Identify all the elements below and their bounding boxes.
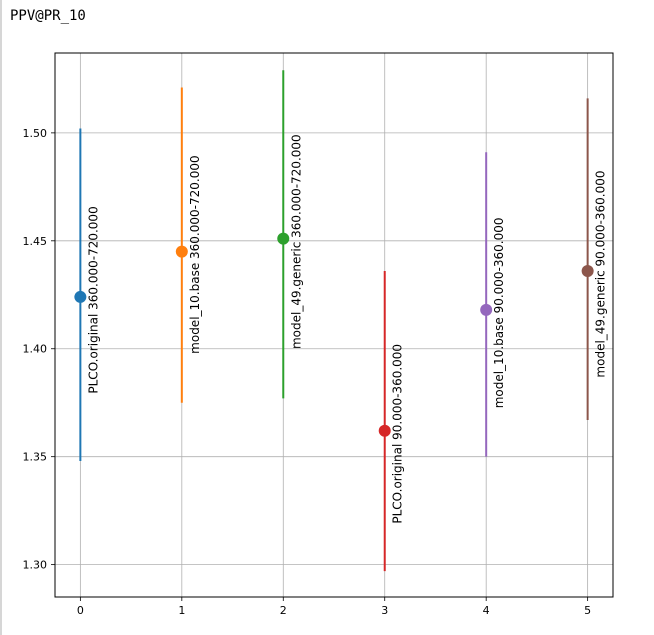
data-point-group: PLCO.original 360.000-720.000: [74, 128, 100, 461]
data-point-label: PLCO.original 360.000-720.000: [86, 206, 100, 393]
data-point-marker: [378, 424, 391, 437]
x-tick-label: 0: [77, 604, 84, 617]
y-tick-label: 1.30: [23, 559, 48, 572]
plot-frame: [54, 52, 614, 598]
data-point-label: model_10.base 90.000-360.000: [492, 217, 506, 408]
y-tick-label: 1.40: [23, 343, 48, 356]
data-point-marker: [581, 265, 594, 278]
data-point-label: PLCO.original 90.000-360.000: [391, 344, 405, 524]
data-point-group: model_49.generic 90.000-360.000: [581, 98, 608, 420]
output-title: PPV@PR_10: [10, 8, 86, 24]
data-point-group: model_10.base 90.000-360.000: [480, 152, 506, 457]
x-tick-label: 3: [381, 604, 388, 617]
x-axis: 0 1 2 3 4 5: [77, 597, 591, 617]
data-point-group: PLCO.original 90.000-360.000: [378, 271, 405, 572]
y-tick-label: 1.35: [23, 451, 48, 464]
data-point-marker: [175, 245, 188, 258]
data-point-group: model_10.base 360.000-720.000: [175, 87, 202, 403]
x-tick-label: 1: [178, 604, 185, 617]
x-tick-label: 5: [584, 604, 591, 617]
cell-left-border: [0, 0, 2, 635]
series: PLCO.original 360.000-720.000 model_10.ba…: [74, 70, 608, 572]
y-tick-label: 1.50: [23, 127, 48, 140]
data-point-label: model_10.base 360.000-720.000: [188, 155, 202, 353]
data-point-group: model_49.generic 360.000-720.000: [277, 70, 303, 399]
data-point-label: model_49.generic 90.000-360.000: [594, 171, 608, 378]
data-point-marker: [74, 290, 87, 303]
data-point-marker: [277, 232, 290, 245]
y-axis: 1.30 1.35 1.40 1.45 1.50: [23, 127, 55, 572]
x-tick-label: 2: [280, 604, 287, 617]
x-tick-label: 4: [483, 604, 490, 617]
data-point-label: model_49.generic 360.000-720.000: [289, 134, 303, 349]
grid: [55, 53, 613, 597]
data-point-marker: [480, 303, 493, 316]
y-tick-label: 1.45: [23, 235, 48, 248]
